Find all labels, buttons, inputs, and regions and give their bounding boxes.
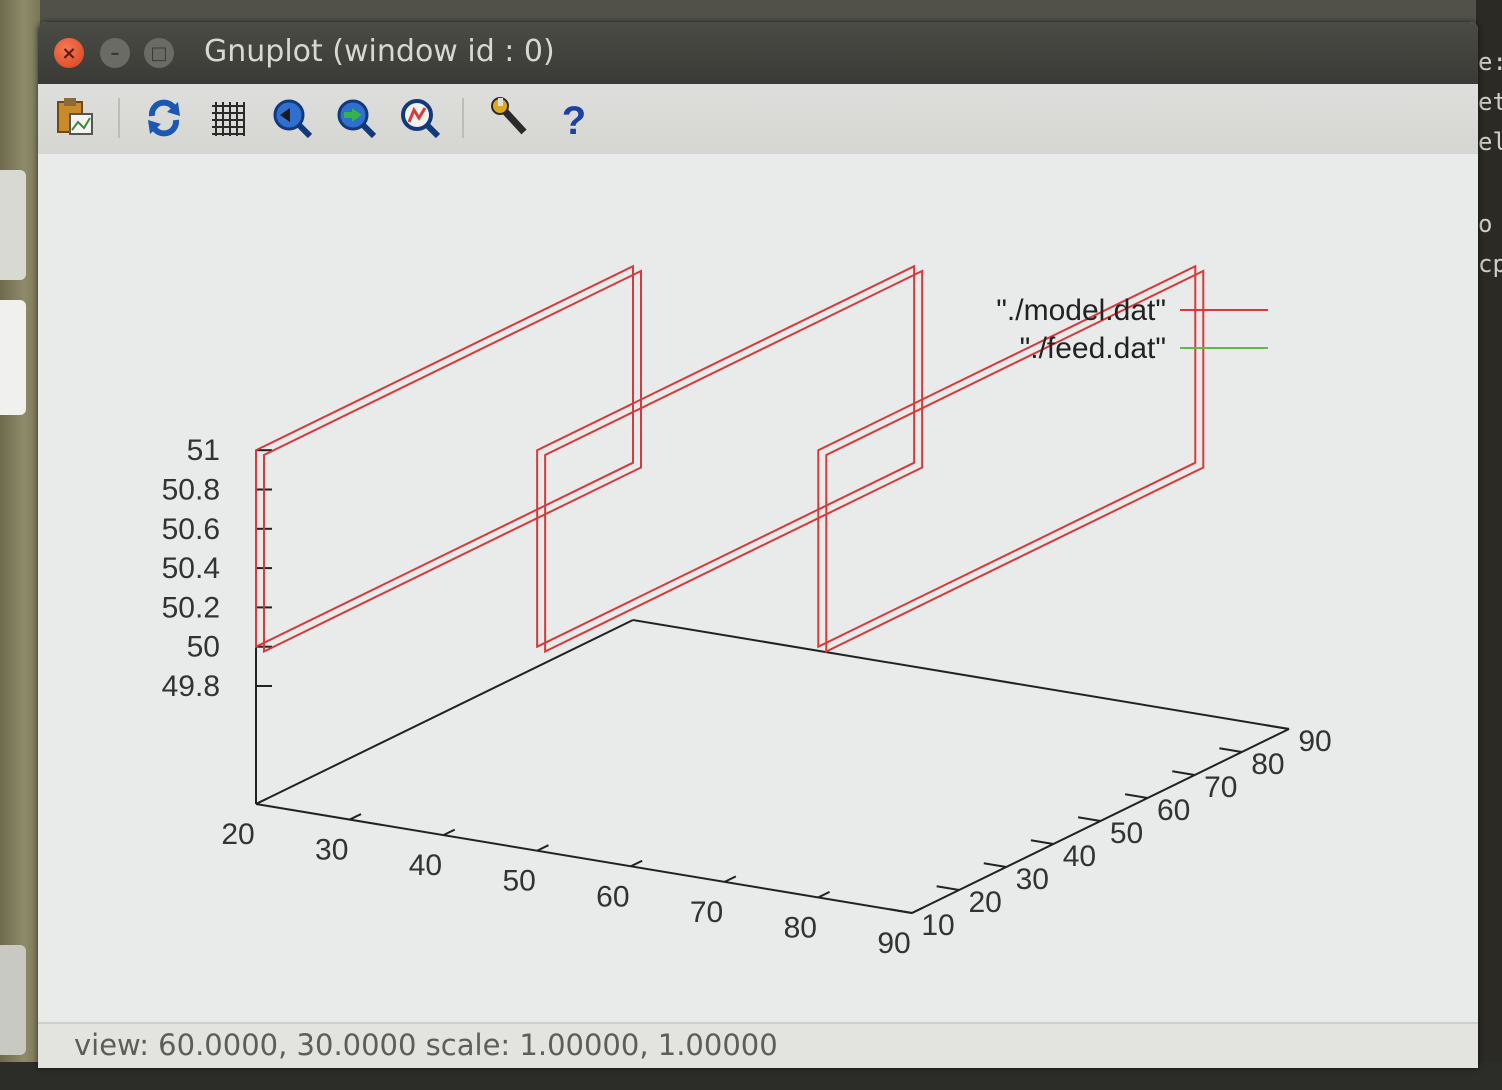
maximize-icon: □	[150, 42, 168, 64]
maximize-button[interactable]: □	[144, 38, 174, 68]
x-axis-line	[255, 803, 913, 914]
y-tick	[1124, 793, 1148, 799]
x-tick-label: 40	[409, 849, 442, 882]
window-title: Gnuplot (window id : 0)	[204, 34, 555, 69]
toolbar-separator	[462, 98, 464, 138]
x-tick	[255, 797, 268, 805]
y-tick-label: 50	[1110, 817, 1143, 850]
terminal-text: et	[1478, 88, 1502, 116]
close-button[interactable]: ×	[54, 38, 84, 68]
x-tick-label: 80	[784, 911, 817, 944]
terminal-text: cp	[1478, 250, 1502, 278]
svg-text:?: ?	[562, 99, 586, 140]
y-tick-label: 90	[1298, 725, 1331, 758]
y-tick	[983, 862, 1007, 868]
plot-area[interactable]: 20 30 40 50 60 70 80 90 10 20 30 40 50 60 70 80 90 49.8 50…	[38, 154, 1478, 1024]
x-tick	[349, 813, 362, 821]
model-panel	[255, 264, 634, 649]
y-tick-label: 60	[1157, 794, 1190, 827]
gnuplot-window: × – □ Gnuplot (window id : 0)	[38, 22, 1478, 1068]
y-tick	[936, 885, 960, 891]
z-tick-label: 50.4	[162, 552, 220, 585]
legend-label: "./model.dat"	[996, 294, 1166, 327]
zoom-previous-icon[interactable]	[270, 96, 314, 140]
x-tick	[630, 859, 643, 868]
x-tick-label: 70	[690, 896, 723, 929]
launcher-app-icon[interactable]	[0, 170, 26, 280]
y-tick-label: 10	[921, 909, 954, 942]
terminal-text: el	[1478, 128, 1502, 156]
z-tick-label: 50.8	[162, 474, 220, 507]
terminal-text: o	[1478, 210, 1493, 238]
y-tick	[889, 908, 913, 914]
y-tick-label: 80	[1251, 748, 1284, 781]
close-icon: ×	[61, 42, 77, 64]
legend-label: "./feed.dat"	[1020, 332, 1166, 365]
toolbar: ?	[38, 84, 1478, 154]
back-edge-line	[632, 619, 1290, 730]
y-tick	[1172, 770, 1195, 776]
y-tick	[1030, 839, 1054, 845]
help-icon[interactable]: ?	[552, 96, 596, 140]
launcher-app-icon[interactable]	[0, 300, 26, 415]
y-tick-label: 20	[968, 886, 1001, 919]
minimize-icon: –	[110, 42, 120, 64]
x-tick	[442, 828, 456, 837]
x-tick-label: 50	[502, 865, 535, 898]
copy-to-clipboard-icon[interactable]	[52, 96, 96, 140]
x-tick	[911, 906, 924, 914]
minimize-button[interactable]: –	[100, 38, 130, 68]
z-tick-label: 50	[187, 631, 220, 664]
background-terminal: e: et el o cp	[1476, 0, 1502, 1090]
status-text: view: 60.0000, 30.0000 scale: 1.00000, 1…	[74, 1028, 778, 1062]
background-window-strip	[0, 0, 1502, 24]
y-tick	[1219, 747, 1243, 753]
model-panel	[825, 269, 1205, 654]
zoom-next-icon[interactable]	[334, 96, 378, 140]
x-tick	[817, 891, 831, 899]
surface-plot: 20 30 40 50 60 70 80 90 10 20 30 40 50 60 70 80 90 49.8 50…	[162, 264, 1332, 960]
model-panel	[544, 269, 924, 654]
model-panel	[817, 264, 1197, 649]
status-bar: view: 60.0000, 30.0000 scale: 1.00000, 1…	[38, 1022, 1478, 1068]
z-tick-label: 51	[187, 434, 220, 467]
terminal-text: e:	[1478, 48, 1502, 76]
title-bar[interactable]: × – □ Gnuplot (window id : 0)	[38, 22, 1478, 84]
y-tick-label: 40	[1063, 840, 1096, 873]
grid-icon[interactable]	[206, 96, 250, 140]
model-panel	[263, 269, 642, 654]
toolbar-separator	[118, 98, 120, 138]
y-tick	[1077, 816, 1101, 822]
x-tick-label: 90	[877, 927, 910, 960]
back-edge-line	[255, 619, 634, 805]
x-tick	[724, 875, 737, 883]
trash-icon[interactable]	[0, 945, 26, 1055]
z-tick-label: 50.6	[162, 513, 220, 546]
z-tick-label: 49.8	[162, 670, 220, 703]
y-tick-label: 30	[1016, 863, 1049, 896]
unzoom-icon[interactable]	[398, 96, 442, 140]
x-tick	[536, 844, 549, 852]
replot-icon[interactable]	[142, 96, 186, 140]
x-tick-label: 30	[315, 834, 348, 867]
desktop-launcher	[0, 0, 40, 1090]
y-tick	[1266, 724, 1290, 730]
x-tick-label: 60	[596, 880, 629, 913]
x-tick-label: 20	[221, 818, 254, 851]
model-panel	[536, 264, 916, 649]
configure-icon[interactable]	[488, 96, 532, 140]
z-tick-label: 50.2	[162, 591, 220, 624]
y-tick-label: 70	[1204, 771, 1237, 804]
